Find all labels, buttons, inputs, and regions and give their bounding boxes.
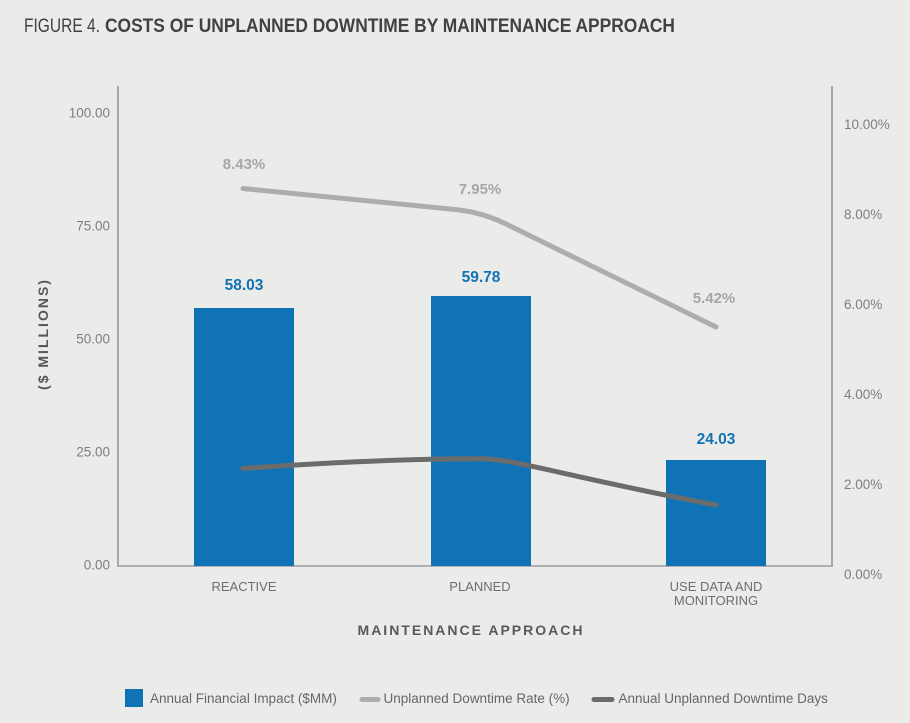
svg-text:100.00: 100.00 <box>69 106 110 121</box>
svg-text:58.03: 58.03 <box>225 277 264 294</box>
svg-text:75.00: 75.00 <box>76 219 110 234</box>
svg-text:59.78: 59.78 <box>462 269 501 286</box>
svg-text:7.95%: 7.95% <box>459 181 502 198</box>
svg-text:10.00%: 10.00% <box>844 117 890 132</box>
svg-text:6.00%: 6.00% <box>844 297 882 312</box>
svg-text:PLANNED: PLANNED <box>449 579 510 594</box>
svg-text:($ MILLIONS): ($ MILLIONS) <box>35 278 51 390</box>
svg-text:4.00%: 4.00% <box>844 387 882 402</box>
svg-text:25.00: 25.00 <box>76 445 110 460</box>
svg-text:USE DATA AND: USE DATA AND <box>670 579 763 594</box>
svg-text:Unplanned Downtime Rate (%): Unplanned Downtime Rate (%) <box>384 691 570 706</box>
svg-text:8.43%: 8.43% <box>223 156 266 173</box>
svg-text:0.00%: 0.00% <box>844 567 882 582</box>
svg-text:24.03: 24.03 <box>697 431 736 448</box>
svg-text:FIGURE 4.: FIGURE 4. <box>24 16 100 37</box>
svg-text:8.00%: 8.00% <box>844 207 882 222</box>
svg-text:2.00%: 2.00% <box>844 477 882 492</box>
svg-text:REACTIVE: REACTIVE <box>211 579 276 594</box>
svg-text:5.42%: 5.42% <box>693 290 736 307</box>
svg-text:0.00: 0.00 <box>84 558 110 573</box>
svg-text:MAINTENANCE APPROACH: MAINTENANCE APPROACH <box>358 622 585 638</box>
svg-text:COSTS OF UNPLANNED DOWNTIME BY: COSTS OF UNPLANNED DOWNTIME BY MAINTENAN… <box>105 16 675 37</box>
svg-text:Annual Financial Impact ($MM): Annual Financial Impact ($MM) <box>150 691 337 706</box>
svg-text:MONITORING: MONITORING <box>674 593 758 608</box>
svg-text:50.00: 50.00 <box>76 332 110 347</box>
svg-text:Annual Unplanned Downtime Days: Annual Unplanned Downtime Days <box>619 691 829 706</box>
